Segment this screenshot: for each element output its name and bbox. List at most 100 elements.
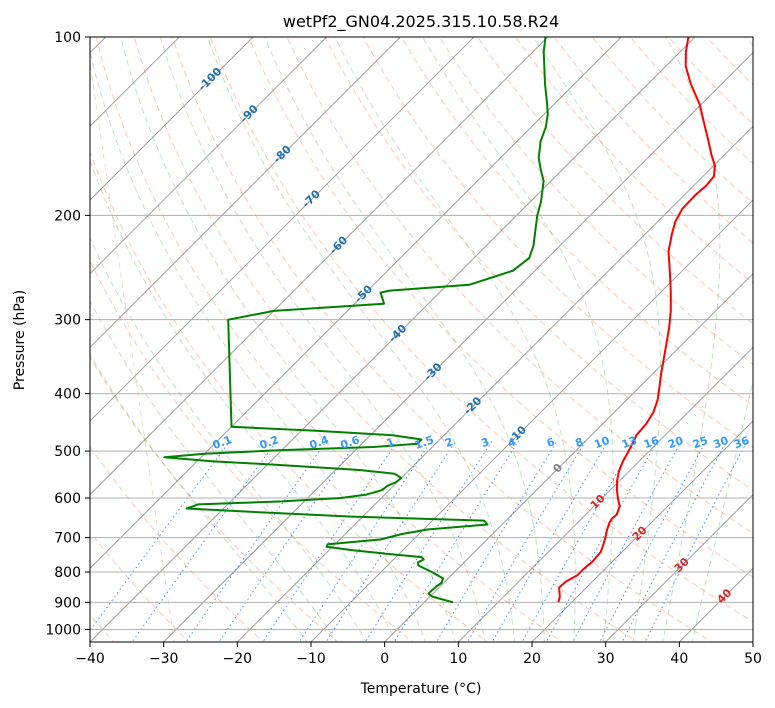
y-axis-ticks: 100 200 300 400 500 600 700 800 900 1000 — [45, 30, 90, 638]
chart-title: wetPf2_GN04.2025.315.10.58.R24 — [283, 12, 559, 32]
mixing-ratio-label: 3 — [479, 435, 491, 450]
mixing-ratio-label: 16 — [642, 434, 661, 452]
x-tick-label: 50 — [744, 651, 762, 667]
dry-adiabat — [248, 37, 753, 578]
mixing-ratio-line — [131, 440, 278, 642]
mixing-ratio-line — [521, 440, 637, 642]
dry-adiabat — [210, 37, 753, 623]
x-axis-label: Temperature (°C) — [360, 681, 482, 697]
isotherm — [90, 37, 623, 570]
isotherm-label: -30 — [421, 360, 444, 383]
dry-adiabat — [744, 37, 753, 47]
moist-adiabat — [160, 37, 486, 642]
mixing-ratio-label: 30 — [711, 434, 730, 452]
background-grid — [90, 37, 753, 642]
y-tick-label: 800 — [54, 565, 81, 581]
profile-lines — [163, 37, 716, 604]
y-tick-label: 100 — [54, 30, 81, 46]
mixing-ratio-line — [466, 440, 587, 642]
profile-line — [163, 37, 549, 604]
isotherm — [90, 37, 181, 128]
moist-adiabat — [422, 37, 614, 642]
mixing-ratio-label: 13 — [620, 434, 639, 451]
moist-adiabat — [691, 378, 753, 642]
isotherm — [604, 493, 753, 642]
x-tick-label: −40 — [75, 651, 105, 667]
mixing-ratio-line — [621, 440, 728, 642]
mixing-ratio-line — [185, 440, 328, 642]
isotherm — [383, 272, 753, 642]
dry-adiabat — [324, 37, 753, 491]
y-tick-label: 300 — [54, 313, 81, 329]
y-tick-label: 400 — [54, 387, 81, 403]
mixing-ratio-label: 1 — [385, 435, 397, 450]
mixing-ratio-label: 1.5 — [413, 433, 436, 452]
mixing-ratio-label: 10 — [593, 434, 612, 452]
x-tick-label: 10 — [449, 651, 467, 667]
x-tick-label: −10 — [296, 651, 326, 667]
x-tick-label: 0 — [380, 651, 389, 667]
mixing-ratio-label: 0.1 — [211, 433, 234, 452]
mixing-ratio-label: 4 — [506, 435, 518, 450]
y-tick-label: 1000 — [45, 622, 81, 638]
mixing-ratio-line — [599, 440, 707, 642]
x-tick-label: −30 — [149, 651, 179, 667]
y-tick-label: 700 — [54, 531, 81, 547]
mixing-ratio-label: 2 — [443, 435, 455, 450]
moist-adiabat — [207, 37, 516, 642]
moist-adiabat — [90, 299, 338, 642]
isotherm — [162, 51, 753, 642]
isotherm — [678, 567, 753, 642]
mixing-ratio-line — [572, 440, 683, 642]
dry-adiabat — [286, 37, 753, 534]
dry-adiabat — [438, 37, 753, 366]
dry-adiabat — [90, 445, 265, 642]
mixing-ratio-label: 6 — [545, 435, 557, 450]
moist-adiabat — [662, 37, 721, 642]
x-tick-label: 20 — [523, 651, 541, 667]
mixing-ratio-label: 0.2 — [258, 433, 281, 452]
mixing-ratio-line — [435, 440, 558, 642]
isotherm — [310, 199, 753, 642]
x-tick-label: −20 — [223, 651, 253, 667]
mixing-ratio-line — [545, 440, 659, 642]
y-tick-label: 500 — [54, 444, 81, 460]
moist-adiabat — [90, 353, 308, 642]
isotherm — [457, 346, 753, 642]
mixing-ratio-label: 8 — [573, 435, 585, 450]
dry-adiabat — [90, 259, 414, 642]
isotherm — [90, 37, 254, 201]
moist-adiabat — [90, 158, 397, 642]
isotherm — [236, 125, 753, 642]
mixing-ratio-line — [218, 440, 358, 642]
profile-line — [557, 37, 716, 603]
dry-adiabat — [362, 37, 753, 449]
y-tick-label: 200 — [54, 208, 81, 224]
x-tick-label: 40 — [670, 651, 688, 667]
mixing-ratio-line — [491, 440, 609, 642]
x-axis-ticks: −40 −30 −20 −10 0 10 20 30 40 50 — [75, 642, 762, 667]
dry-adiabat — [400, 37, 753, 407]
isotherm — [90, 37, 549, 496]
isotherm — [90, 37, 696, 642]
isotherm-label: -60 — [327, 233, 350, 256]
dry-adiabat — [90, 531, 190, 642]
isotherm — [752, 641, 753, 642]
dry-adiabat — [171, 37, 713, 642]
mixing-ratio-label: 0.6 — [339, 433, 362, 452]
dry-adiabat — [591, 37, 753, 204]
moist-adiabat — [264, 37, 545, 642]
isotherm — [90, 37, 328, 275]
isotherm — [531, 420, 753, 642]
mixing-ratio-label: 36 — [732, 434, 751, 452]
mixing-ratio-line — [364, 440, 493, 642]
x-tick-label: 30 — [597, 651, 615, 667]
mixing-ratio-line — [90, 440, 231, 632]
mixing-ratio-label: 20 — [666, 434, 685, 452]
y-axis-label: Pressure (hPa) — [12, 290, 28, 390]
dry-adiabat — [477, 37, 753, 325]
y-tick-label: 900 — [54, 595, 81, 611]
dry-adiabat — [553, 37, 753, 244]
dry-adiabat — [90, 150, 489, 642]
mixing-ratio-label: 25 — [691, 434, 710, 451]
